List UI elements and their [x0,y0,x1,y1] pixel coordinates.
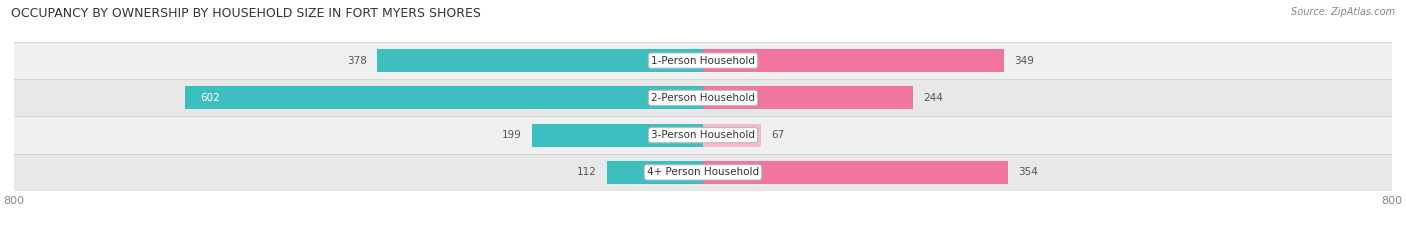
Bar [14,116,1392,154]
Bar [531,123,703,147]
Bar [14,42,1392,79]
Text: 349: 349 [1014,56,1033,65]
Text: 112: 112 [576,168,596,177]
Bar [703,86,912,110]
Bar [703,123,761,147]
Bar [606,161,703,184]
Bar [14,79,1392,116]
Text: 1-Person Household: 1-Person Household [651,56,755,65]
Text: 378: 378 [347,56,367,65]
Text: 199: 199 [502,130,522,140]
Text: OCCUPANCY BY OWNERSHIP BY HOUSEHOLD SIZE IN FORT MYERS SHORES: OCCUPANCY BY OWNERSHIP BY HOUSEHOLD SIZE… [11,7,481,20]
Text: 2-Person Household: 2-Person Household [651,93,755,103]
Bar [14,154,1392,191]
Bar [184,86,703,110]
Text: 67: 67 [770,130,785,140]
Text: 244: 244 [924,93,943,103]
Text: 602: 602 [200,93,219,103]
Bar [377,49,703,72]
Text: 4+ Person Household: 4+ Person Household [647,168,759,177]
Text: 3-Person Household: 3-Person Household [651,130,755,140]
Bar [703,49,1004,72]
Bar [703,161,1008,184]
Text: Source: ZipAtlas.com: Source: ZipAtlas.com [1291,7,1395,17]
Text: 354: 354 [1018,168,1038,177]
